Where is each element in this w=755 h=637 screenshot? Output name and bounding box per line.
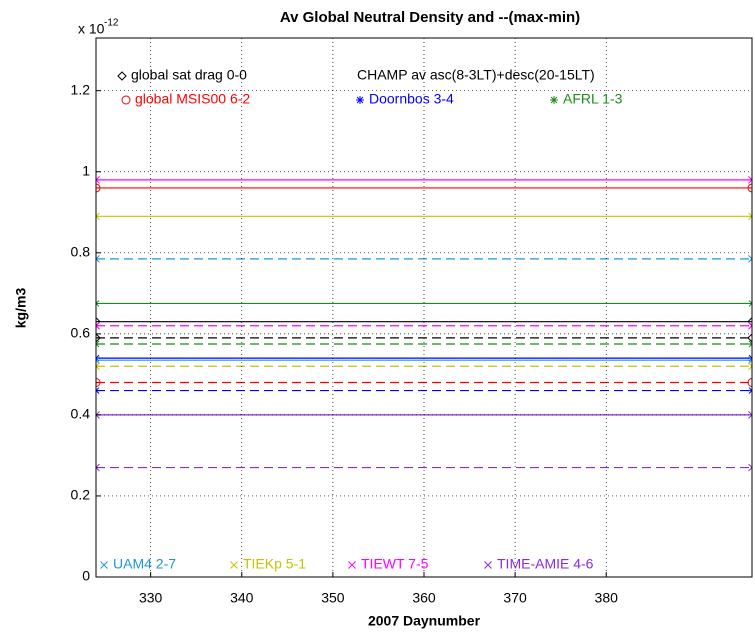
y-tick-label: 0.6 xyxy=(71,325,91,341)
x-tick-label: 330 xyxy=(139,590,163,606)
y-axis-label: kg/m3 xyxy=(13,288,29,329)
overlay: 0 0.2 0.4 0.6 0.8 1 1.2 330 340 350 360 370 380 globa… xyxy=(71,38,752,606)
x-tick-label: 370 xyxy=(503,590,527,606)
x-tick-label: 380 xyxy=(595,590,619,606)
legend-label: global sat drag 0-0 xyxy=(131,67,247,83)
line-marker xyxy=(96,183,101,193)
annotation: CHAMP av asc(8-3LT)+desc(20-15LT) xyxy=(357,67,595,83)
line-marker xyxy=(748,356,752,365)
y-tick-label: 0.8 xyxy=(71,243,91,259)
legend-symbol xyxy=(230,561,238,569)
line-marker xyxy=(748,463,752,472)
y-tick-label: 1 xyxy=(82,162,90,178)
line-marker xyxy=(96,316,101,327)
x-tick-label: 350 xyxy=(321,590,345,606)
line-marker xyxy=(96,175,100,184)
axes-box xyxy=(95,37,753,578)
line-marker xyxy=(96,362,100,371)
legend-symbol xyxy=(100,561,108,569)
line-marker xyxy=(747,377,752,387)
line-marker xyxy=(96,377,101,387)
line-marker xyxy=(748,255,752,263)
y-multiplier-base: x 10 xyxy=(78,21,105,37)
line-marker xyxy=(747,333,752,343)
y-tick-label: 0 xyxy=(82,568,90,584)
x-axis-label: 2007 Daynumber xyxy=(368,613,481,629)
line-marker xyxy=(748,362,752,371)
line-marker xyxy=(96,411,100,419)
legend-symbol xyxy=(117,71,127,81)
legend-symbol xyxy=(550,96,558,104)
legend-symbol xyxy=(121,95,131,105)
line-marker xyxy=(96,212,100,221)
line-marker xyxy=(747,183,752,193)
legend-symbol xyxy=(484,561,492,569)
legend-label: UAM4 2-7 xyxy=(113,556,176,572)
line-marker xyxy=(748,212,752,221)
y-multiplier-exponent: -12 xyxy=(104,18,119,29)
legend-label: Doornbos 3-4 xyxy=(369,91,454,107)
line-marker xyxy=(96,463,100,472)
legend-label: AFRL 1-3 xyxy=(563,91,623,107)
line-marker xyxy=(748,411,752,419)
legend-label: TIEWT 7-5 xyxy=(361,556,429,572)
line-marker xyxy=(748,321,752,330)
line-marker xyxy=(747,316,752,327)
line-marker xyxy=(96,321,100,330)
line-marker xyxy=(96,356,100,365)
x-tick-label: 360 xyxy=(412,590,436,606)
y-tick-label: 0.2 xyxy=(71,487,91,503)
y-tick-label: 0.4 xyxy=(71,406,91,422)
x-tick-label: 340 xyxy=(230,590,254,606)
line-marker xyxy=(96,333,101,343)
legend-symbol xyxy=(356,96,364,104)
legend-label: global MSIS00 6-2 xyxy=(135,91,250,107)
legend-label: TIME-AMIE 4-6 xyxy=(497,556,594,572)
line-marker xyxy=(748,175,752,184)
chart-title: Av Global Neutral Density and --(max-min… xyxy=(280,9,580,26)
y-tick-label: 1.2 xyxy=(71,81,91,97)
legend-label: TIEKp 5-1 xyxy=(243,556,306,572)
line-marker xyxy=(96,255,100,263)
legend-symbol xyxy=(348,561,356,569)
